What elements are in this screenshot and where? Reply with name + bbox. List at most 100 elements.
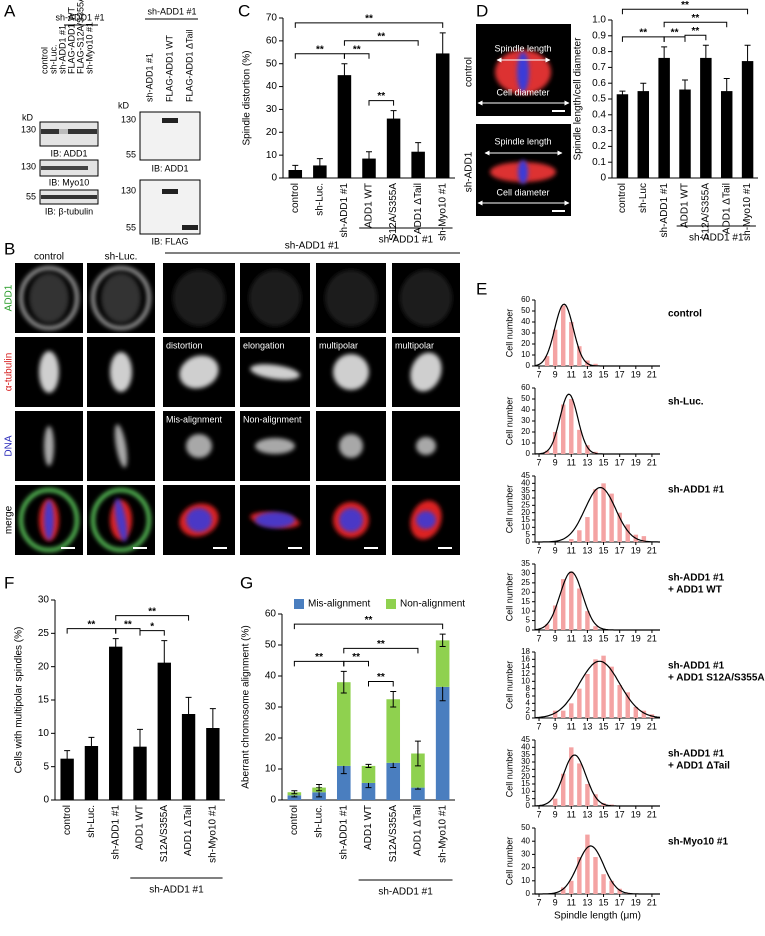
stain: [250, 364, 300, 380]
x-tick-label: sh-Myo10 #1: [207, 805, 218, 863]
bar: [658, 57, 670, 178]
bar-segment: [411, 753, 425, 788]
error-bar: [64, 750, 71, 768]
stain: [339, 434, 363, 458]
row-label: DNA: [4, 435, 15, 456]
y-tick-label: 30: [521, 328, 530, 337]
y-tick-label: 60: [266, 35, 278, 46]
bar: [157, 662, 171, 800]
error-bar: [390, 691, 397, 708]
x-tick-label: S12A/S355A: [388, 183, 399, 241]
x-tick-label: 11: [567, 721, 576, 731]
blot-header: sh-ADD1 #1: [147, 6, 196, 16]
significance-bracket: [368, 681, 394, 687]
histogram-bar: [585, 674, 590, 718]
y-tick-label: 0: [43, 795, 49, 806]
x-tick-label: 21: [647, 633, 657, 643]
y-tick-label: 0.8: [592, 46, 606, 57]
stain: [114, 498, 128, 542]
x-tick-label: 7: [537, 457, 542, 467]
stain: [179, 355, 219, 389]
y-axis-label: Aberrant chromosome alignment (%): [241, 625, 252, 788]
significance-label: **: [377, 639, 385, 650]
bar-segment: [411, 787, 425, 800]
stain: [101, 273, 141, 323]
bar: [386, 118, 401, 178]
histogram-bar: [609, 493, 614, 542]
y-tick-label: 40: [521, 405, 530, 414]
error-bar: [88, 736, 95, 756]
x-tick-label: 9: [553, 633, 558, 643]
x-tick-label: 17: [615, 545, 625, 555]
ib-label: IB: Myo10: [49, 177, 90, 187]
histogram-title: + ADD1 ΔTail: [668, 761, 730, 772]
stain: [173, 270, 225, 326]
band: [59, 129, 68, 134]
x-tick-label: 13: [582, 633, 592, 643]
y-tick-label: 0.5: [592, 94, 606, 105]
panel-letter: A: [4, 1, 16, 20]
histogram-bar: [569, 399, 574, 454]
histogram-bar: [544, 450, 550, 454]
significance-bracket: [115, 615, 190, 621]
panel-letter: D: [476, 1, 488, 20]
y-tick-label: 10: [521, 350, 530, 359]
error-bar: [316, 158, 323, 173]
row-label: ADD1: [4, 284, 15, 311]
bar: [700, 57, 712, 178]
bar-segment: [361, 782, 376, 800]
stain: [39, 351, 59, 393]
histogram-bar: [625, 692, 630, 718]
marker: 55: [126, 149, 136, 159]
significance-label: **: [353, 44, 361, 55]
stain: [255, 512, 295, 528]
x-tick-label: ADD1 ΔTail: [413, 183, 424, 234]
y-axis-label: Spindle distortion (%): [242, 50, 253, 145]
y-tick-label: 20: [38, 661, 50, 672]
x-tick-label: sh-Luc.: [314, 805, 325, 838]
x-tick-label: 13: [582, 897, 592, 907]
x-tick-label: sh-Myo10 #1: [437, 805, 448, 863]
lane-label: sh-ADD1 #1: [57, 25, 67, 74]
fit-curve: [534, 660, 661, 719]
y-tick-label: 50: [266, 58, 278, 69]
y-tick-label: 40: [521, 478, 530, 487]
significance-bracket: [343, 647, 419, 654]
x-tick-label: 13: [582, 721, 592, 731]
y-tick-label: 10: [265, 764, 277, 775]
y-tick-label: 0.1: [592, 157, 606, 168]
band: [41, 195, 97, 199]
x-tick-label: 11: [567, 809, 576, 819]
bar-segment: [386, 699, 401, 763]
x-tick-label: 21: [647, 457, 657, 467]
significance-bracket: [343, 660, 369, 667]
measure-label: Cell diameter: [496, 87, 549, 97]
y-tick-label: 50: [521, 394, 530, 403]
group-label: sh-ADD1 #1: [378, 887, 433, 898]
row-label: α-tubulin: [4, 353, 15, 392]
blot-header: sh-ADD1 #1: [55, 12, 104, 22]
histogram-bar: [577, 688, 582, 718]
significance-bracket: [684, 34, 707, 41]
x-tick-label: 19: [631, 897, 641, 907]
error-bar: [619, 90, 626, 98]
histogram-bar: [641, 710, 647, 718]
group-label: sh-ADD1 #1: [379, 235, 434, 246]
histogram-bar: [577, 429, 582, 454]
y-tick-label: 30: [521, 850, 530, 859]
x-tick-label: 7: [537, 809, 542, 819]
stain: [325, 270, 377, 326]
y-tick-label: 30: [521, 416, 530, 425]
significance-label: **: [316, 44, 324, 55]
x-tick-label: ADD1 WT: [135, 805, 146, 850]
error-bar: [340, 670, 347, 694]
y-tick-label: 18: [521, 647, 530, 656]
error-bar: [640, 82, 647, 100]
error-bar: [365, 763, 372, 768]
x-axis-label: Spindle length (μm): [554, 911, 641, 922]
fit-curve: [534, 754, 660, 807]
y-axis-label: Cell number: [504, 309, 514, 358]
lane-label: sh-Myo10 #1: [84, 22, 94, 74]
histogram-bar: [601, 655, 606, 718]
bar: [637, 91, 650, 178]
